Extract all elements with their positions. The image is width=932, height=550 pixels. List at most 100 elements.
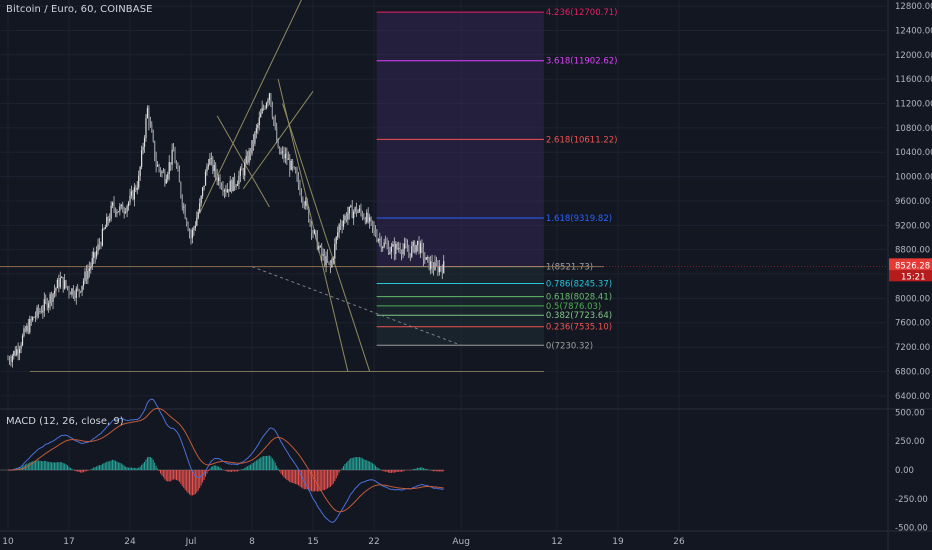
- candle-body: [252, 140, 255, 144]
- candle-body: [229, 180, 231, 192]
- time-axis-tick: 26: [673, 537, 685, 547]
- candle-body: [422, 247, 424, 260]
- price-axis-tick: 6800.00: [895, 367, 930, 377]
- candle-body: [91, 258, 93, 267]
- candle-body: [217, 177, 220, 182]
- fib-level-label: 1(8521.73): [546, 263, 593, 273]
- candle-body: [136, 187, 138, 190]
- candle-body: [428, 257, 430, 270]
- candle-body: [223, 190, 226, 192]
- candle-body: [331, 259, 333, 267]
- candle-body: [354, 207, 356, 212]
- time-axis-tick: 12: [551, 537, 562, 547]
- candle-body: [263, 107, 265, 109]
- candle-body: [409, 253, 411, 257]
- fib-level-label: 0.5(7876.03): [546, 302, 601, 312]
- candle-body: [364, 218, 366, 223]
- candle-body: [226, 189, 228, 193]
- candle-body: [215, 165, 217, 175]
- candle-body: [24, 328, 27, 332]
- candle-body: [232, 177, 234, 192]
- candle-body: [61, 277, 63, 279]
- candle-body: [294, 167, 297, 173]
- price-axis-tick: 9600.00: [895, 197, 930, 207]
- candle-body: [347, 213, 349, 220]
- chart-title: Bitcoin / Euro, 60, COINBASE: [6, 4, 153, 15]
- candle-body: [418, 240, 420, 253]
- candle-body: [239, 168, 241, 176]
- candle-body: [371, 220, 374, 227]
- candle-body: [355, 207, 358, 213]
- candle-body: [26, 325, 28, 332]
- candle-body: [357, 211, 359, 213]
- price-axis-tick: 6400.00: [895, 392, 930, 402]
- candle-body: [238, 175, 240, 185]
- candle-body: [145, 118, 147, 138]
- candle-body: [244, 162, 246, 176]
- candle-body: [437, 264, 439, 273]
- candle-body: [241, 168, 243, 171]
- fib-level-label: 0(7230.32): [546, 341, 593, 351]
- candle-body: [146, 108, 149, 119]
- candle-body: [292, 160, 294, 167]
- price-axis-tick: 11600.00: [895, 75, 932, 85]
- candle-body: [231, 180, 233, 192]
- candle-body: [183, 206, 185, 208]
- candle-body: [248, 150, 250, 163]
- time-axis-tick: 10: [2, 537, 14, 547]
- candle-body: [113, 202, 115, 209]
- candle-body: [441, 268, 443, 274]
- candle-body: [216, 174, 218, 182]
- candle-body: [17, 349, 19, 354]
- candle-body: [283, 151, 285, 159]
- candle-body: [415, 244, 417, 253]
- candle-body: [235, 185, 237, 187]
- candle-body: [68, 287, 70, 293]
- candle-body: [312, 232, 314, 234]
- fib-level-label: 0.618(8028.41): [546, 293, 612, 303]
- candle-body: [191, 230, 194, 239]
- candle-body: [32, 317, 34, 321]
- candle-body: [58, 279, 60, 288]
- candle-body: [184, 206, 186, 219]
- candle-body: [379, 239, 381, 241]
- candle-body: [21, 335, 24, 346]
- candle-body: [74, 296, 76, 298]
- candle-body: [290, 160, 292, 170]
- candle-body: [318, 246, 320, 250]
- price-axis-tick: 12800.00: [895, 2, 932, 12]
- candle-body: [13, 351, 15, 356]
- candle-body: [200, 195, 202, 204]
- projection-line: [251, 266, 462, 346]
- candle-body: [225, 190, 227, 193]
- fib-level-label: 4.236(12700.71): [546, 8, 618, 18]
- candle-body: [424, 259, 426, 260]
- candle-body: [209, 158, 211, 165]
- candle-body: [69, 292, 72, 295]
- candle-body: [80, 291, 82, 292]
- candle-body: [37, 307, 40, 313]
- candle-body: [23, 328, 25, 336]
- candle-body: [164, 172, 166, 184]
- candle-body: [116, 211, 118, 214]
- candle-body: [412, 241, 414, 247]
- candle-body: [296, 172, 298, 177]
- candle-body: [387, 244, 390, 254]
- time-axis-tick: 22: [368, 537, 379, 547]
- candle-body: [324, 254, 326, 266]
- candle-body: [154, 140, 156, 159]
- candle-body: [203, 185, 205, 188]
- candle-body: [302, 197, 304, 204]
- candle-body: [271, 105, 273, 118]
- candle-body: [274, 121, 276, 128]
- candle-body: [42, 310, 44, 313]
- candle-body: [251, 140, 253, 154]
- candle-body: [335, 236, 337, 244]
- candle-body: [342, 220, 345, 227]
- candle-body: [97, 244, 99, 251]
- price-axis-tick: 8000.00: [895, 294, 930, 304]
- candle-body: [363, 217, 365, 219]
- price-axis-tick: 7200.00: [895, 343, 930, 353]
